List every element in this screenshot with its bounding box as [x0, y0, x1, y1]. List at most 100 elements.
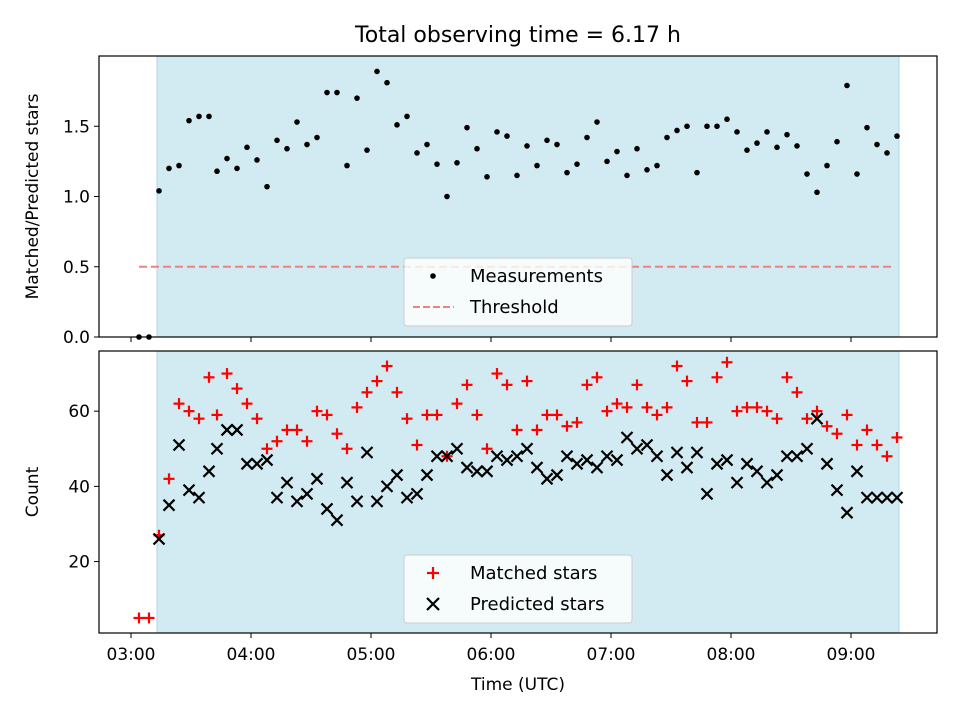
matched-star-point [831, 428, 843, 440]
matched-legend-label: Matched stars [470, 563, 597, 584]
ratio-panel: 0.0 0.5 1.0 1.5 Matched/Predicted stars Mea… [23, 55, 938, 348]
measurement-point [414, 150, 420, 156]
matched-star-point [163, 473, 175, 485]
figure-title: Total observing time = 6.17 h [354, 23, 681, 48]
matched-star-point [231, 383, 243, 395]
threshold-legend-label: Threshold [469, 297, 559, 318]
predicted-star-point [210, 442, 224, 456]
measurement-point [574, 161, 580, 167]
measurement-point [206, 113, 212, 120]
measurement-point [214, 168, 220, 175]
predicted-star-point [152, 532, 166, 546]
matched-star-point [173, 398, 185, 410]
measurement-point [474, 145, 480, 152]
measurement-point [814, 189, 820, 196]
predicted-star-point [730, 476, 744, 489]
predicted-star-point [192, 491, 206, 504]
measurement-point [534, 162, 540, 169]
measurement-point [874, 141, 880, 148]
matched-star-point [681, 375, 693, 387]
measurement-point [186, 117, 192, 124]
matched-star-point [481, 443, 493, 455]
measurement-point [724, 116, 730, 123]
matched-star-point [821, 420, 833, 432]
predicted-star-point [450, 442, 464, 456]
predicted-star-point [270, 491, 284, 504]
measurement-point [544, 137, 550, 144]
matched-star-point [451, 398, 463, 410]
x-tick-label: 05:00 [347, 645, 396, 665]
predicted-star-point [202, 465, 216, 478]
count-y-tick-label: 20 [68, 553, 90, 573]
ratio-legend: Measurements Threshold [403, 257, 633, 327]
predicted-star-point [760, 476, 774, 489]
matched-star-point [751, 401, 763, 413]
measurement-point [894, 133, 900, 139]
predicted-star-point [790, 450, 804, 463]
measurement-point [854, 171, 860, 177]
predicted-star-point [640, 438, 654, 452]
measurement-point [344, 162, 350, 169]
predicted-star-point [480, 465, 494, 478]
predicted-star-point [290, 495, 304, 508]
matched-star-point [521, 375, 533, 387]
matched-star-point [621, 401, 633, 413]
predicted-star-point [580, 453, 594, 467]
predicted-star-point [630, 442, 644, 456]
measurement-point [884, 150, 890, 156]
predicted-star-point [750, 465, 764, 478]
matched-star-point [551, 409, 563, 421]
matched-star-point [351, 401, 363, 413]
predicted-star-point [600, 450, 614, 463]
measurement-point [284, 145, 290, 152]
measurement-point [254, 157, 260, 163]
predicted-star-point [780, 450, 794, 463]
measurement-point [294, 119, 300, 125]
measurement-point [384, 79, 390, 86]
measurement-point [444, 193, 450, 200]
matched-star-point [391, 386, 403, 398]
predicted-star-point [800, 442, 814, 456]
matched-star-point [811, 405, 823, 417]
measurement-point [784, 131, 790, 138]
matched-star-point [411, 439, 423, 451]
measurement-point [804, 171, 810, 177]
predicted-star-point [172, 438, 186, 452]
predicted-star-point [890, 491, 904, 504]
matched-star-point [221, 368, 233, 380]
predicted-star-point [550, 468, 564, 482]
predicted-star-point [670, 446, 684, 459]
ratio-x-ticks [130, 337, 852, 342]
predicted-star-point [680, 461, 694, 474]
measurement-point [354, 95, 360, 101]
predicted-star-point [320, 502, 334, 516]
matched-star-point [281, 424, 293, 436]
matched-star-point [311, 405, 323, 417]
matched-star-point [381, 360, 393, 372]
count-panel: 20 40 60 03:00 04:00 05:00 06:00 07:00 08:00 09:… [23, 350, 938, 695]
predicted-star-point [240, 457, 254, 471]
measurement-point [374, 68, 380, 75]
matched-star-point [541, 409, 553, 421]
matched-star-point [701, 416, 713, 428]
measurement-point [744, 147, 750, 153]
measurement-point [394, 122, 400, 128]
measurement-point [324, 89, 330, 96]
matched-star-point [211, 409, 223, 421]
matched-star-point [791, 386, 803, 398]
matched-star-point [461, 379, 473, 391]
ratio-y-tick-label: 1.5 [63, 117, 90, 137]
predicted-star-point [830, 483, 844, 497]
matched-star-point [183, 405, 195, 417]
predicted-star-point [260, 453, 274, 467]
measurement-point [404, 113, 410, 120]
matched-star-point [371, 375, 383, 387]
measurement-point [494, 129, 500, 135]
matched-star-point [801, 413, 813, 425]
measurement-point [304, 141, 310, 148]
matched-star-point [651, 409, 663, 421]
measurement-point [704, 123, 710, 130]
ratio-plot-area [136, 68, 900, 340]
count-y-tick-label: 60 [68, 402, 90, 422]
measurement-point [224, 155, 230, 162]
